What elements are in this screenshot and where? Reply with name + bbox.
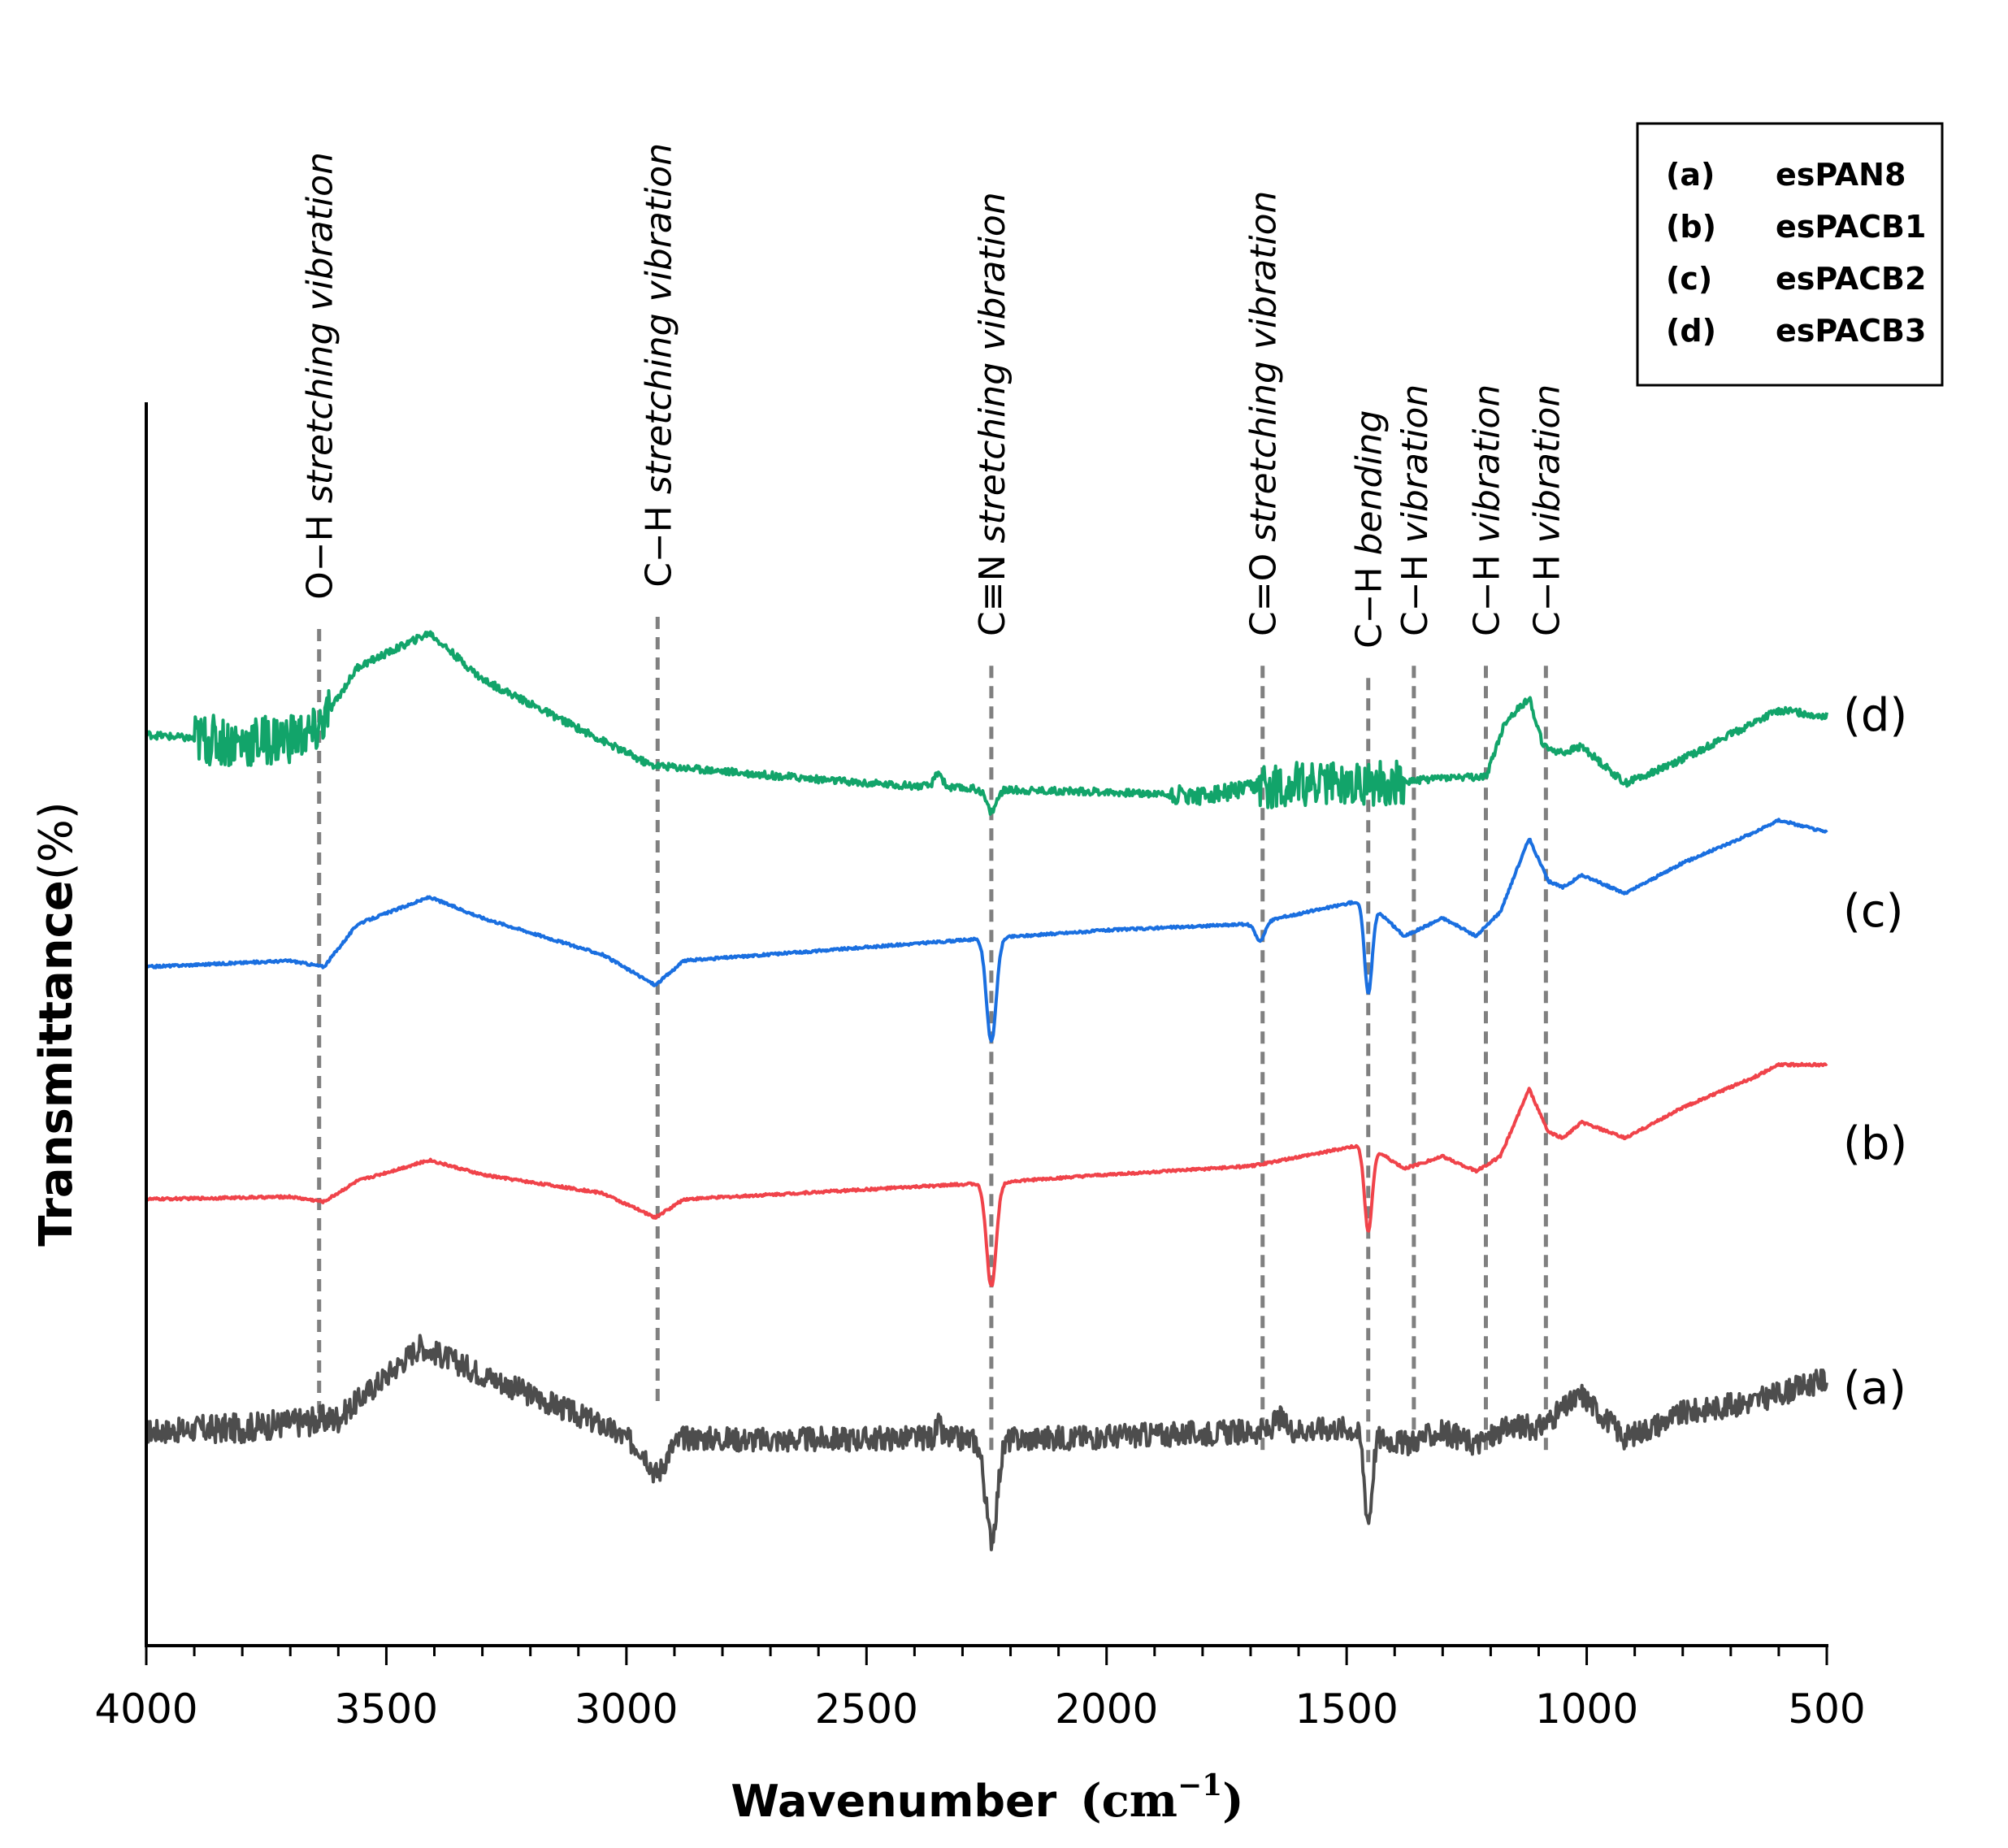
x-tick-label-1500: 1500: [1295, 1685, 1399, 1733]
annotation-label-0: O−H stretching vibration: [300, 152, 341, 600]
y-axis-unit: (%): [30, 801, 83, 880]
series-tag-2: (c): [1843, 885, 1903, 938]
legend-key-a: (a): [1666, 157, 1715, 193]
legend-name-d: esPACB3: [1776, 313, 1926, 349]
annotation-label-3: C=O stretching vibration: [1243, 191, 1285, 636]
legend-key-c: (c): [1666, 261, 1712, 297]
series-line-esPACB1: [145, 1061, 1828, 1287]
annotation-label-4: C−H bending: [1349, 410, 1390, 649]
x-axis-unit-base: cm: [1102, 1774, 1177, 1828]
x-tick-label-4000: 4000: [94, 1685, 197, 1733]
annotation-label-2: C≡N stretching vibration: [972, 192, 1013, 636]
legend-name-b: esPACB1: [1776, 209, 1926, 245]
legend-key-b: (b): [1666, 209, 1716, 245]
series-layer: [145, 630, 1828, 1551]
y-axis-label: Transmittance(%): [30, 801, 83, 1246]
x-tick-label-500: 500: [1788, 1685, 1865, 1733]
x-axis-label-text: Wavenumber: [731, 1776, 1056, 1827]
x-axis-unit-exp: −1: [1177, 1768, 1222, 1802]
x-tick-label-2500: 2500: [815, 1685, 918, 1733]
legend-box: [1636, 122, 1944, 387]
x-tick-label-2000: 2000: [1055, 1685, 1158, 1733]
x-axis-label: Wavenumber (cm−1): [731, 1768, 1243, 1828]
annotation-label-5: C−H vibration: [1394, 384, 1436, 636]
x-tick-label-1000: 1000: [1535, 1685, 1638, 1733]
series-tag-0: (a): [1843, 1362, 1906, 1415]
series-line-esPACB2: [145, 818, 1828, 1043]
x-tick-label-3500: 3500: [335, 1685, 438, 1733]
y-axis-label-text: Transmittance: [30, 880, 83, 1247]
series-line-esPACB3: [145, 630, 1828, 816]
series-tag-3: (d): [1843, 689, 1907, 742]
legend-name-c: esPACB2: [1776, 261, 1926, 297]
annotation-label-7: C−H vibration: [1526, 384, 1568, 636]
series-tag-1: (b): [1843, 1117, 1907, 1170]
series-label-layer: (a) (b) (c) (d): [1843, 689, 1907, 1415]
legend-name-a: esPAN8: [1776, 157, 1906, 193]
legend: (a) esPAN8 (b) esPACB1 (c) esPACB2 (d) e…: [1636, 122, 1944, 387]
legend-key-d: (d): [1666, 313, 1716, 349]
annotation-label-1: C−H stretching vibration: [638, 143, 679, 588]
x-axis-ticks: 4000 3500 3000 2500 2000 1500 1000 500: [94, 1646, 1866, 1733]
x-tick-label-3000: 3000: [575, 1685, 678, 1733]
annotation-label-6: C−H vibration: [1466, 384, 1507, 636]
annotation-layer: O−H stretching vibration C−H stretching v…: [300, 143, 1568, 1463]
series-line-esPAN8: [145, 1334, 1828, 1551]
